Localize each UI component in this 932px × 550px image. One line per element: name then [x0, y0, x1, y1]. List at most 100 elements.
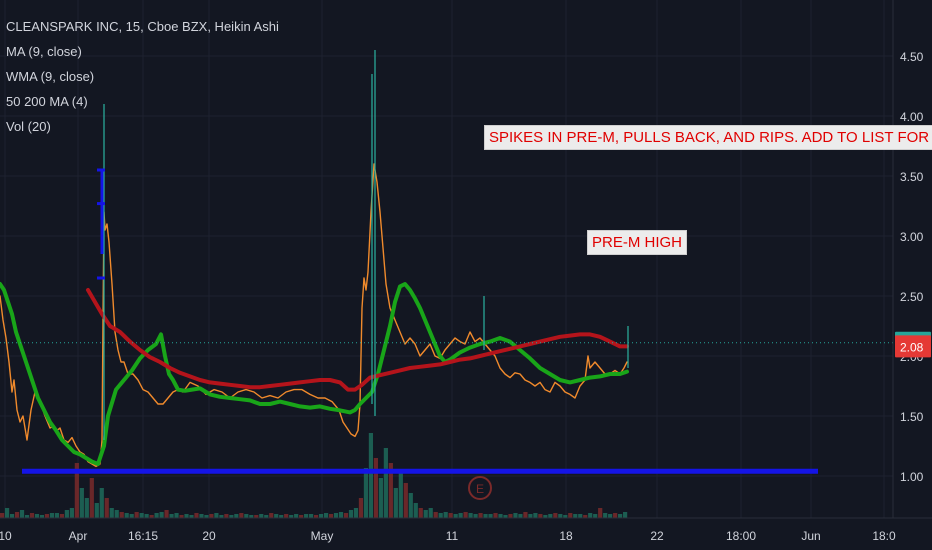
x-tick-label: Apr [69, 529, 88, 543]
volume-bar [453, 514, 458, 518]
wma-indicator-label[interactable]: WMA (9, close) [6, 69, 95, 84]
volume-bar [343, 513, 349, 518]
volume-bar [418, 508, 423, 518]
volume-bar [488, 514, 493, 518]
volume-bar [323, 513, 329, 518]
volume-indicator-label[interactable]: Vol (20) [6, 119, 51, 134]
volume-bar [603, 513, 608, 518]
overlays: E [0, 50, 893, 500]
volume-bar [328, 514, 334, 518]
volume-bar [229, 515, 234, 518]
volume-bar [274, 514, 279, 518]
volume-bar [523, 512, 528, 518]
volume-bar [473, 514, 478, 518]
volume-bar [164, 510, 169, 518]
y-tick-label: 4.50 [900, 50, 924, 64]
volume-bar [79, 488, 84, 518]
volume-bar [338, 512, 344, 518]
volume-bar [493, 513, 498, 518]
volume-bar [304, 514, 309, 518]
symbol-title[interactable]: CLEANSPARK INC, 15, Cboe BZX, Heikin Ash… [6, 19, 279, 34]
volume-bar [74, 463, 79, 518]
x-tick-label: 22 [650, 529, 664, 543]
volume-bar [508, 514, 513, 518]
volume-bar [174, 513, 179, 518]
volume-bar [608, 514, 613, 518]
x-tick-label: 16:15 [128, 529, 158, 543]
volume-bar [383, 448, 388, 518]
volume-bar [0, 513, 5, 518]
volume-bars [0, 433, 628, 518]
volume-bar [553, 513, 558, 518]
ma-indicator-label[interactable]: MA (9, close) [6, 44, 82, 59]
volume-bar [598, 508, 603, 518]
volume-bar [19, 510, 25, 518]
volume-bar [483, 514, 488, 518]
volume-bar [408, 493, 413, 518]
volume-bar [458, 513, 463, 518]
volume-bar [478, 513, 483, 518]
volume-bar [224, 514, 229, 518]
volume-bar [588, 513, 593, 518]
volume-bar [538, 514, 543, 518]
volume-bar [533, 513, 538, 518]
volume-bar [234, 514, 239, 518]
volume-bar [64, 510, 69, 518]
volume-bar [428, 508, 433, 518]
volume-bar [9, 514, 15, 518]
volume-bar [199, 514, 204, 518]
price-line [0, 163, 628, 468]
volume-bar [4, 508, 10, 518]
volume-bar [149, 515, 154, 518]
ma-50-200-indicator-label[interactable]: 50 200 MA (4) [6, 94, 88, 109]
volume-bar [299, 515, 304, 518]
volume-bar [129, 514, 134, 518]
volume-bar [39, 515, 45, 518]
volume-bar [269, 513, 274, 518]
volume-bar [363, 468, 369, 518]
volume-bar [468, 513, 473, 518]
volume-bar [358, 498, 364, 518]
x-tick-label: 10 [0, 529, 12, 543]
annotation-spikes-note[interactable]: SPIKES IN PRE-M, PULLS BACK, AND RIPS. A… [484, 125, 932, 150]
volume-bar [119, 512, 124, 518]
volume-bar [433, 512, 438, 518]
volume-bar [99, 488, 104, 518]
volume-bar [368, 433, 374, 518]
volume-bar [294, 514, 299, 518]
volume-bar [179, 515, 184, 518]
x-tick-label: Jun [801, 529, 820, 543]
volume-bar [169, 514, 174, 518]
x-tick-label: 18:0 [872, 529, 896, 543]
x-tick-label: 18 [559, 529, 573, 543]
y-tick-label: 3.00 [900, 230, 924, 244]
y-tick-label: 4.00 [900, 110, 924, 124]
volume-bar [314, 515, 319, 518]
volume-bar [154, 513, 159, 518]
volume-bar [618, 514, 623, 518]
volume-bar [144, 514, 149, 518]
volume-bar [448, 513, 453, 518]
volume-bar [503, 515, 508, 518]
volume-bar [24, 515, 30, 518]
volume-bar [54, 513, 60, 518]
volume-bar [378, 478, 383, 518]
volume-bar [528, 514, 533, 518]
volume-bar [413, 503, 418, 518]
volume-bar [254, 515, 259, 518]
volume-bar [59, 514, 64, 518]
volume-bar [69, 508, 74, 518]
volume-bar [84, 498, 89, 518]
annotation-prem-high[interactable]: PRE-M HIGH [587, 230, 687, 255]
volume-bar [593, 514, 598, 518]
volume-bar [114, 510, 119, 518]
volume-bar [548, 514, 553, 518]
y-tick-label: 2.50 [900, 290, 924, 304]
volume-bar [249, 515, 254, 518]
volume-bar [373, 458, 378, 518]
volume-bar [388, 463, 393, 518]
volume-bar [219, 515, 224, 518]
volume-bar [518, 514, 523, 518]
